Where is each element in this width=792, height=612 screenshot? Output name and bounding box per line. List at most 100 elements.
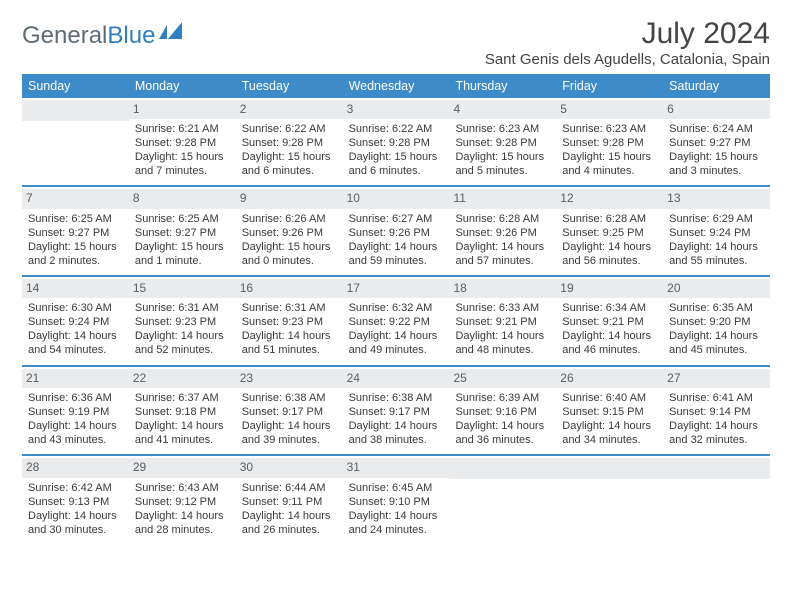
day-number: 13 — [663, 189, 770, 208]
day-cell: 16Sunrise: 6:31 AMSunset: 9:23 PMDayligh… — [236, 277, 343, 365]
day-text-line: and 0 minutes. — [242, 254, 337, 268]
day-text: Sunrise: 6:38 AMSunset: 9:17 PMDaylight:… — [242, 391, 337, 447]
day-text: Sunrise: 6:30 AMSunset: 9:24 PMDaylight:… — [28, 301, 123, 357]
day-text: Sunrise: 6:31 AMSunset: 9:23 PMDaylight:… — [135, 301, 230, 357]
day-number: 10 — [343, 189, 450, 208]
day-text-line: Sunrise: 6:31 AM — [242, 301, 337, 315]
day-text: Sunrise: 6:23 AMSunset: 9:28 PMDaylight:… — [562, 122, 657, 178]
day-number: 5 — [556, 100, 663, 119]
day-cell: 21 Sunrise: 6:36 AMSunset: 9:19 PMDayligh… — [22, 367, 129, 455]
day-text-line: and 30 minutes. — [28, 523, 123, 537]
day-number: 1 — [129, 100, 236, 119]
day-cell: 9 Sunrise: 6:26 AMSunset: 9:26 PMDaylight… — [236, 187, 343, 275]
day-text-line: Daylight: 14 hours — [562, 419, 657, 433]
day-number — [663, 458, 770, 479]
day-text-line: and 34 minutes. — [562, 433, 657, 447]
day-text: Sunrise: 6:26 AMSunset: 9:26 PMDaylight:… — [242, 212, 337, 268]
day-number: 8 — [129, 189, 236, 208]
day-text-line: Sunset: 9:10 PM — [349, 495, 444, 509]
day-text: Sunrise: 6:43 AMSunset: 9:12 PMDaylight:… — [135, 481, 230, 537]
day-text-line: Sunset: 9:17 PM — [349, 405, 444, 419]
day-number: 19 — [556, 279, 663, 298]
day-cell: 2 Sunrise: 6:22 AMSunset: 9:28 PMDaylight… — [236, 98, 343, 186]
day-text-line: Daylight: 14 hours — [28, 509, 123, 523]
day-text-line: Daylight: 15 hours — [135, 240, 230, 254]
day-text-line: Sunrise: 6:41 AM — [669, 391, 764, 405]
day-text: Sunrise: 6:36 AMSunset: 9:19 PMDaylight:… — [28, 391, 123, 447]
day-number: 17 — [343, 279, 450, 298]
day-text-line: Sunset: 9:26 PM — [455, 226, 550, 240]
day-text: Sunrise: 6:25 AMSunset: 9:27 PMDaylight:… — [28, 212, 123, 268]
day-cell: 28Sunrise: 6:42 AMSunset: 9:13 PMDayligh… — [22, 456, 129, 544]
day-text: Sunrise: 6:21 AMSunset: 9:28 PMDaylight:… — [135, 122, 230, 178]
day-number: 21 — [22, 369, 129, 388]
day-text-line: Sunrise: 6:24 AM — [669, 122, 764, 136]
day-text-line: Daylight: 14 hours — [28, 329, 123, 343]
day-text-line: Sunrise: 6:28 AM — [455, 212, 550, 226]
day-text-line: and 26 minutes. — [242, 523, 337, 537]
day-text-line: Sunrise: 6:27 AM — [349, 212, 444, 226]
day-text-line: Daylight: 14 hours — [669, 329, 764, 343]
day-cell: 29Sunrise: 6:43 AMSunset: 9:12 PMDayligh… — [129, 456, 236, 544]
day-number: 9 — [236, 189, 343, 208]
day-text-line: Daylight: 15 hours — [242, 150, 337, 164]
day-cell — [449, 456, 556, 544]
day-text-line: Daylight: 15 hours — [28, 240, 123, 254]
day-cell: 30 Sunrise: 6:44 AMSunset: 9:11 PMDayligh… — [236, 456, 343, 544]
location: Sant Genis dels Agudells, Catalonia, Spa… — [485, 51, 770, 68]
day-text-line: Sunrise: 6:30 AM — [28, 301, 123, 315]
day-cell: 22Sunrise: 6:37 AMSunset: 9:18 PMDayligh… — [129, 367, 236, 455]
day-text-line: Sunset: 9:26 PM — [242, 226, 337, 240]
day-text: Sunrise: 6:31 AMSunset: 9:23 PMDaylight:… — [242, 301, 337, 357]
day-text-line: Sunrise: 6:34 AM — [562, 301, 657, 315]
day-number: 2 — [236, 100, 343, 119]
day-cell: 8Sunrise: 6:25 AMSunset: 9:27 PMDaylight… — [129, 187, 236, 275]
day-text-line: Daylight: 15 hours — [669, 150, 764, 164]
dow-sunday: Sunday — [22, 74, 129, 98]
day-number: 28 — [22, 458, 129, 477]
day-text-line: Sunset: 9:12 PM — [135, 495, 230, 509]
brand-part1: General — [22, 22, 107, 50]
day-text: Sunrise: 6:35 AMSunset: 9:20 PMDaylight:… — [669, 301, 764, 357]
week-row: 7Sunrise: 6:25 AMSunset: 9:27 PMDaylight… — [22, 187, 770, 277]
day-number: 30 — [236, 458, 343, 477]
day-text: Sunrise: 6:44 AMSunset: 9:11 PMDaylight:… — [242, 481, 337, 537]
day-text-line: Daylight: 14 hours — [135, 509, 230, 523]
day-text-line: and 4 minutes. — [562, 164, 657, 178]
day-text-line: Daylight: 14 hours — [669, 419, 764, 433]
day-cell: 10 Sunrise: 6:27 AMSunset: 9:26 PMDayligh… — [343, 187, 450, 275]
day-text-line: Sunset: 9:22 PM — [349, 315, 444, 329]
day-text-line: Sunset: 9:27 PM — [669, 136, 764, 150]
day-text-line: and 48 minutes. — [455, 343, 550, 357]
day-text-line: Sunrise: 6:26 AM — [242, 212, 337, 226]
day-cell: 23Sunrise: 6:38 AMSunset: 9:17 PMDayligh… — [236, 367, 343, 455]
day-text: Sunrise: 6:32 AMSunset: 9:22 PMDaylight:… — [349, 301, 444, 357]
day-text-line: Sunset: 9:23 PM — [135, 315, 230, 329]
day-cell — [663, 456, 770, 544]
day-text-line: Sunset: 9:28 PM — [242, 136, 337, 150]
day-cell: 1 Sunrise: 6:21 AMSunset: 9:28 PMDaylight… — [129, 98, 236, 186]
day-cell: 11Sunrise: 6:28 AMSunset: 9:26 PMDayligh… — [449, 187, 556, 275]
day-text: Sunrise: 6:33 AMSunset: 9:21 PMDaylight:… — [455, 301, 550, 357]
day-text-line: and 39 minutes. — [242, 433, 337, 447]
day-text-line: Daylight: 14 hours — [562, 240, 657, 254]
day-text-line: and 1 minute. — [135, 254, 230, 268]
day-text-line: and 55 minutes. — [669, 254, 764, 268]
day-text-line: Sunset: 9:15 PM — [562, 405, 657, 419]
day-text-line: Sunrise: 6:29 AM — [669, 212, 764, 226]
day-cell: 17 Sunrise: 6:32 AMSunset: 9:22 PMDayligh… — [343, 277, 450, 365]
day-text: Sunrise: 6:27 AMSunset: 9:26 PMDaylight:… — [349, 212, 444, 268]
day-text: Sunrise: 6:22 AMSunset: 9:28 PMDaylight:… — [242, 122, 337, 178]
header: GeneralBlue July 2024 Sant Genis dels Ag… — [22, 18, 770, 68]
day-text-line: Sunrise: 6:35 AM — [669, 301, 764, 315]
day-text-line: Daylight: 14 hours — [455, 329, 550, 343]
week-row: 1 Sunrise: 6:21 AMSunset: 9:28 PMDaylight… — [22, 98, 770, 188]
day-text-line: and 41 minutes. — [135, 433, 230, 447]
day-cell: 15Sunrise: 6:31 AMSunset: 9:23 PMDayligh… — [129, 277, 236, 365]
day-number: 3 — [343, 100, 450, 119]
day-text-line: and 38 minutes. — [349, 433, 444, 447]
day-text: Sunrise: 6:34 AMSunset: 9:21 PMDaylight:… — [562, 301, 657, 357]
day-text-line: Sunset: 9:28 PM — [562, 136, 657, 150]
day-text-line: Sunrise: 6:23 AM — [455, 122, 550, 136]
day-text-line: Sunset: 9:28 PM — [349, 136, 444, 150]
